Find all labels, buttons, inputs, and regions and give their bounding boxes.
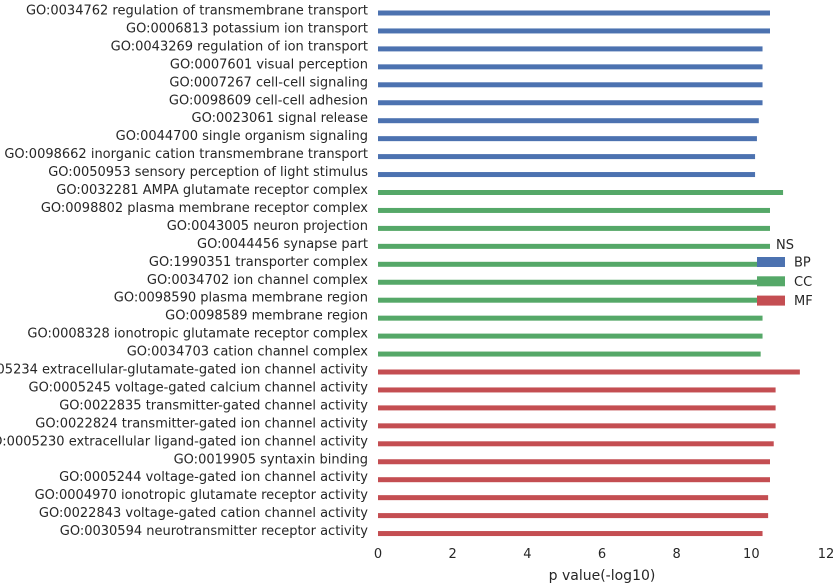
y-tick-label: GO:0005234 extracellular-glutamate-gated… bbox=[0, 363, 368, 378]
bar-cc bbox=[378, 351, 761, 357]
legend: NS BP CC MF bbox=[757, 238, 813, 309]
bar-bp bbox=[378, 100, 763, 106]
bar-bp bbox=[378, 154, 756, 160]
x-tick-label: 10 bbox=[743, 547, 760, 562]
bar-mf bbox=[378, 441, 774, 447]
y-tick-label: GO:0034703 cation channel complex bbox=[127, 345, 369, 360]
bar-bp bbox=[378, 172, 756, 178]
bar-bp bbox=[378, 64, 763, 70]
x-axis-label: p value(-log10) bbox=[549, 568, 656, 584]
bar-bp bbox=[378, 82, 763, 88]
bar-mf bbox=[378, 495, 769, 501]
legend-title: NS bbox=[776, 238, 794, 253]
y-tick-label: GO:0034702 ion channel complex bbox=[147, 273, 368, 288]
y-tick-label: GO:0050953 sensory perception of light s… bbox=[48, 165, 368, 180]
bar-mf bbox=[378, 387, 776, 393]
y-tick-label: GO:0022835 transmitter-gated channel act… bbox=[59, 398, 368, 413]
bar-bp bbox=[378, 118, 759, 124]
y-tick-label: GO:0004970 ionotropic glutamate receptor… bbox=[35, 488, 369, 503]
legend-swatch-bp bbox=[757, 257, 785, 267]
y-tick-label: GO:0098590 plasma membrane region bbox=[114, 291, 368, 306]
y-tick-label: GO:0005244 voltage-gated ion channel act… bbox=[59, 470, 368, 485]
bar-bp bbox=[378, 136, 757, 142]
bar-mf bbox=[378, 405, 776, 411]
y-tick-label: GO:0008328 ionotropic glutamate receptor… bbox=[27, 327, 368, 342]
y-tick-label: GO:0098609 cell-cell adhesion bbox=[169, 93, 368, 108]
bar-bp bbox=[378, 46, 763, 52]
x-tick-label: 2 bbox=[449, 547, 457, 562]
bar-mf bbox=[378, 459, 770, 465]
legend-label-mf: MF bbox=[794, 294, 813, 309]
y-tick-labels: GO:0034762 regulation of transmembrane t… bbox=[0, 4, 368, 540]
bar-cc bbox=[378, 207, 770, 213]
y-tick-label: GO:0098802 plasma membrane receptor comp… bbox=[41, 201, 368, 216]
bar-cc bbox=[378, 297, 763, 303]
y-tick-label: GO:0006813 potassium ion transport bbox=[126, 21, 368, 36]
y-tick-label: GO:0044456 synapse part bbox=[197, 237, 368, 252]
bar-cc bbox=[378, 225, 770, 231]
bar-cc bbox=[378, 279, 765, 285]
y-tick-label: GO:0098662 inorganic cation transmembran… bbox=[4, 147, 368, 162]
bar-cc bbox=[378, 333, 763, 339]
legend-label-bp: BP bbox=[794, 256, 811, 271]
bar-cc bbox=[378, 190, 784, 195]
y-tick-label: GO:0022824 transmitter-gated ion channel… bbox=[35, 416, 368, 431]
y-tick-label: GO:0034762 regulation of transmembrane t… bbox=[26, 4, 368, 19]
legend-label-cc: CC bbox=[794, 275, 812, 290]
x-tick-label: 12 bbox=[818, 547, 835, 562]
bars bbox=[378, 10, 800, 537]
x-tick-label: 6 bbox=[598, 547, 606, 562]
bar-bp bbox=[378, 28, 770, 34]
y-tick-label: GO:1990351 transporter complex bbox=[149, 255, 368, 270]
y-tick-label: GO:0023061 signal release bbox=[192, 111, 368, 126]
legend-swatch-cc bbox=[757, 276, 785, 287]
legend-swatch-mf bbox=[757, 295, 785, 306]
bar-cc bbox=[378, 243, 770, 249]
y-tick-label: GO:0005245 voltage-gated calcium channel… bbox=[29, 380, 369, 395]
bar-mf bbox=[378, 369, 800, 375]
y-tick-label: GO:0044700 single organism signaling bbox=[116, 129, 368, 144]
y-tick-label: GO:0043269 regulation of ion transport bbox=[111, 39, 368, 54]
x-axis: 0 2 4 6 8 10 12 bbox=[374, 547, 834, 562]
bar-cc bbox=[378, 261, 767, 267]
x-tick-label: 4 bbox=[523, 547, 531, 562]
x-tick-label: 8 bbox=[673, 547, 681, 562]
bar-mf bbox=[378, 513, 769, 519]
y-tick-label: GO:0022843 voltage-gated cation channel … bbox=[39, 506, 368, 521]
y-tick-label: GO:0019905 syntaxin binding bbox=[174, 452, 368, 467]
y-tick-label: GO:0032281 AMPA glutamate receptor compl… bbox=[56, 183, 368, 198]
bar-mf bbox=[378, 531, 763, 537]
bar-mf bbox=[378, 477, 770, 483]
bar-bp bbox=[378, 10, 770, 16]
bar-mf bbox=[378, 423, 776, 429]
bar-cc bbox=[378, 315, 763, 321]
x-tick-label: 0 bbox=[374, 547, 382, 562]
y-tick-label: GO:0043005 neuron projection bbox=[167, 219, 368, 234]
y-tick-label: GO:0005230 extracellular ligand-gated io… bbox=[0, 434, 368, 449]
y-tick-label: GO:0007601 visual perception bbox=[170, 57, 368, 72]
y-tick-label: GO:0030594 neurotransmitter receptor act… bbox=[60, 524, 369, 539]
y-tick-label: GO:0098589 membrane region bbox=[165, 309, 368, 324]
y-tick-label: GO:0007267 cell-cell signaling bbox=[169, 75, 368, 90]
